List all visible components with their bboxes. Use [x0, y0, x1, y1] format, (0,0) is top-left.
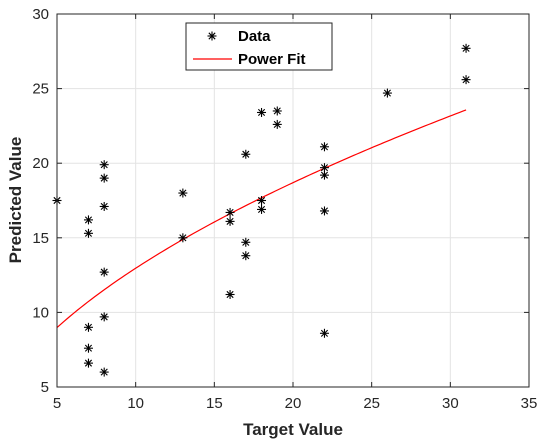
- legend-entry-power-fit: Power Fit: [238, 51, 306, 68]
- axis-ticks: [56, 13, 530, 388]
- data-point: [257, 107, 267, 117]
- x-tick-labels: 5 10 15 20 25 30 35: [53, 395, 538, 412]
- data-point: [99, 267, 109, 277]
- data-point: [319, 163, 329, 173]
- y-axis-label: Predicted Value: [6, 137, 25, 264]
- data-point: [241, 251, 251, 261]
- data-point: [319, 142, 329, 152]
- data-point: [319, 170, 329, 180]
- legend-asterisk-icon: [207, 31, 217, 41]
- y-tick-label: 25: [32, 81, 49, 98]
- x-tick-label: 10: [127, 395, 144, 412]
- data-point: [83, 228, 93, 238]
- data-point: [225, 289, 235, 299]
- x-tick-label: 35: [521, 395, 538, 412]
- y-tick-labels: 5 10 15 20 25 30: [32, 6, 49, 396]
- data-point: [99, 201, 109, 211]
- data-point: [178, 233, 188, 243]
- data-point: [99, 312, 109, 322]
- data-point: [99, 160, 109, 170]
- data-point: [319, 328, 329, 338]
- data-point: [272, 106, 282, 116]
- legend-data-marker-icon: [207, 31, 217, 41]
- data-point: [83, 215, 93, 225]
- data-point: [99, 367, 109, 377]
- x-tick-label: 5: [53, 395, 61, 412]
- data-point: [99, 173, 109, 183]
- y-tick-label: 5: [41, 379, 49, 396]
- x-tick-label: 20: [285, 395, 302, 412]
- data-point: [83, 358, 93, 368]
- legend-box: [185, 22, 333, 71]
- data-point: [83, 322, 93, 332]
- data-points: [52, 43, 471, 377]
- data-point: [382, 88, 392, 98]
- x-tick-label: 25: [363, 395, 380, 412]
- x-tick-label: 30: [442, 395, 459, 412]
- y-tick-label: 10: [32, 304, 49, 321]
- data-point: [257, 204, 267, 214]
- data-point: [319, 206, 329, 216]
- data-point: [461, 43, 471, 53]
- data-point: [272, 119, 282, 129]
- x-axis-label: Target Value: [243, 420, 343, 439]
- y-tick-label: 30: [32, 6, 49, 23]
- legend-entry-data: Data: [238, 28, 271, 45]
- data-point: [241, 149, 251, 159]
- data-point: [461, 75, 471, 85]
- legend: Data Power Fit: [185, 22, 333, 71]
- data-point: [225, 207, 235, 217]
- data-point: [225, 216, 235, 226]
- x-tick-label: 15: [206, 395, 223, 412]
- y-tick-label: 20: [32, 155, 49, 172]
- data-point: [257, 196, 267, 205]
- data-point: [83, 343, 93, 353]
- data-point: [178, 188, 188, 198]
- y-tick-label: 15: [32, 230, 49, 247]
- data-point: [241, 237, 251, 247]
